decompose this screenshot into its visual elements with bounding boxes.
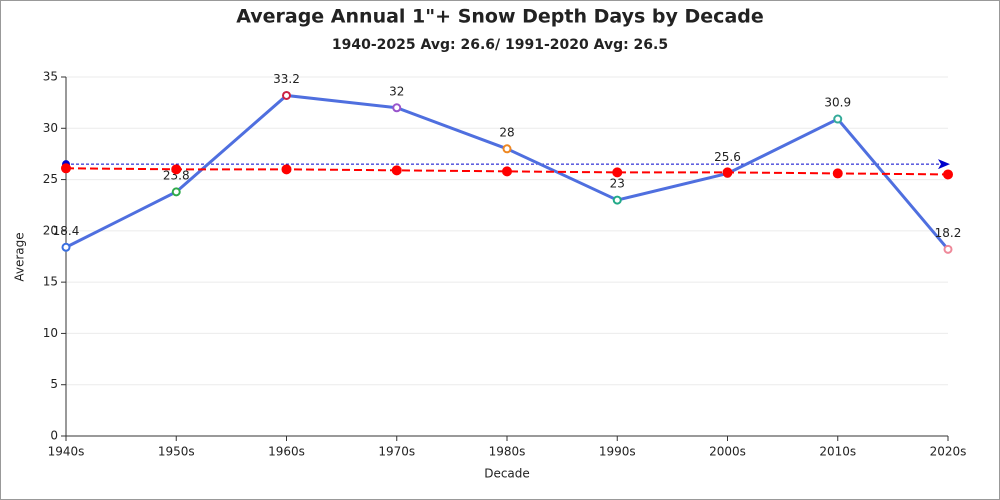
data-label: 23 xyxy=(610,177,625,191)
data-label: 28 xyxy=(499,125,514,139)
x-axis-label: Decade xyxy=(484,467,530,481)
data-point xyxy=(282,90,291,100)
x-tick-label: 1940s xyxy=(48,445,85,459)
x-tick-label: 2010s xyxy=(819,445,856,459)
data-point xyxy=(281,164,292,175)
x-tick-label: 1970s xyxy=(378,445,415,459)
data-point xyxy=(392,103,402,113)
x-tick-label: 1980s xyxy=(489,445,526,459)
x-tick-label: 1990s xyxy=(599,445,636,459)
data-point xyxy=(171,164,182,175)
y-tick-label: 25 xyxy=(43,172,58,186)
chart-title: Average Annual 1"+ Snow Depth Days by De… xyxy=(236,6,764,28)
data-point xyxy=(722,167,733,178)
data-point xyxy=(833,114,843,124)
data-label: 32 xyxy=(389,84,404,98)
y-tick-label: 5 xyxy=(50,377,58,391)
data-label: 23.8 xyxy=(163,168,190,182)
data-label: 33.2 xyxy=(273,72,300,86)
y-tick-label: 20 xyxy=(43,223,58,237)
data-point xyxy=(612,195,622,205)
y-axis-label: Average xyxy=(13,232,27,281)
y-tick-label: 30 xyxy=(43,121,58,135)
data-point xyxy=(61,242,71,252)
y-tick-label: 15 xyxy=(43,275,58,289)
y-tick-label: 10 xyxy=(43,326,58,340)
x-tick-label: 2000s xyxy=(709,445,746,459)
chart-subtitle: 1940-2025 Avg: 26.6/ 1991-2020 Avg: 26.5 xyxy=(332,37,668,53)
data-point xyxy=(502,144,512,154)
x-tick-label: 1950s xyxy=(158,445,195,459)
data-label: 25.6 xyxy=(714,150,741,164)
data-point xyxy=(171,187,181,197)
data-point xyxy=(943,244,953,254)
x-tick-label: 1960s xyxy=(268,445,305,459)
data-label: 30.9 xyxy=(824,96,851,110)
data-label: 18.2 xyxy=(935,226,962,240)
data-point xyxy=(391,165,402,176)
y-tick-label: 0 xyxy=(50,429,58,443)
data-point xyxy=(502,166,512,177)
y-tick-label: 35 xyxy=(43,70,58,84)
data-label: 18.4 xyxy=(53,224,80,238)
x-tick-label: 2020s xyxy=(930,445,967,459)
series-line xyxy=(65,167,949,176)
data-point xyxy=(612,167,623,178)
data-point xyxy=(943,169,953,180)
data-point xyxy=(832,168,843,179)
data-point xyxy=(61,163,71,174)
